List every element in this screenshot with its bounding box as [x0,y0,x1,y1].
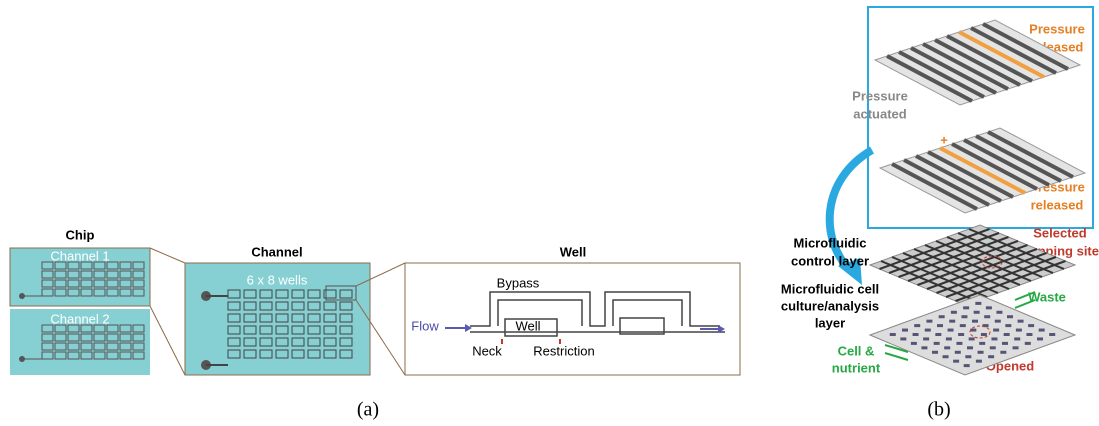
culture-well [986,306,992,309]
culture-well [963,306,969,309]
culture-well [953,360,959,363]
chip-title: Chip [66,227,95,242]
culture-well [943,355,949,358]
culture-well [925,329,931,332]
curved-arrow [830,150,872,270]
culture-well [937,324,943,327]
culture-well [958,333,964,336]
culture-well [979,342,985,345]
channel-title: Channel [251,244,302,259]
culture-well [956,342,962,345]
culture-well [961,315,967,318]
well-label: Flow [411,318,439,333]
culture-well [902,329,908,332]
culture-well [946,337,952,340]
input-arrow [885,353,908,360]
culture-well [939,315,945,318]
label: nutrient [832,360,881,375]
culture-plate [870,295,1075,375]
well-label: Neck [472,343,502,358]
chip-label: Channel 2 [50,311,109,326]
label: actuated [853,106,907,121]
culture-well [926,320,932,323]
well-label: Restriction [533,343,594,358]
culture-well [988,355,994,358]
label: Cell & [838,343,875,358]
culture-well [934,342,940,345]
culture-well [914,324,920,327]
figure: Chip Channel 1 Channel 2 Channel 6 x 8 w… [0,0,1099,426]
label: Microfluidic cell [781,281,879,296]
culture-well [911,342,917,345]
culture-well [1007,315,1013,318]
zoom-line [150,306,185,375]
culture-well [1005,324,1011,327]
culture-well [932,351,938,354]
culture-well [996,311,1002,314]
culture-well [995,320,1001,323]
culture-well [991,337,997,340]
culture-well [923,337,929,340]
culture-well [972,320,978,323]
culture-well [1016,329,1022,332]
label: Pressure [1029,21,1085,36]
culture-well [974,311,980,314]
culture-well [970,329,976,332]
culture-well [949,320,955,323]
culture-well [1028,324,1034,327]
culture-well [921,346,927,349]
label: culture/analysis [781,298,879,313]
channel-label: 6 x 8 wells [247,272,308,287]
label: control layer [791,253,869,268]
culture-well [955,351,961,354]
culture-well [951,311,957,314]
chip-label: Channel 1 [50,248,109,263]
zoom-line [150,248,185,263]
culture-well [1037,337,1043,340]
culture-well [965,355,971,358]
well-label: Well [515,318,540,333]
label: layer [815,315,845,330]
culture-well [993,329,999,332]
culture-well [978,351,984,354]
label: Pressure [852,88,908,103]
culture-well [976,360,982,363]
culture-well [1013,346,1019,349]
culture-well [1004,333,1010,336]
culture-well [900,337,906,340]
culture-well [1049,333,1055,336]
well-label: Bypass [497,275,540,290]
culture-well [944,346,950,349]
culture-well [948,329,954,332]
label: Microfluidic [794,235,867,250]
culture-well [935,333,941,336]
culture-well [1000,351,1006,354]
culture-well [1014,337,1020,340]
culture-well [1018,320,1024,323]
label: Selected [1033,225,1087,240]
culture-well [1025,342,1031,345]
culture-well [964,364,970,367]
culture-well [969,337,975,340]
caption: (b) [927,399,950,421]
culture-well [1039,329,1045,332]
culture-well [890,333,896,336]
culture-well [990,346,996,349]
caption: (a) [357,399,379,421]
culture-well [1026,333,1032,336]
culture-well [975,302,981,305]
culture-well [984,315,990,318]
culture-well [967,346,973,349]
culture-well [1002,342,1008,345]
well-title: Well [560,244,587,259]
culture-well [960,324,966,327]
culture-well [913,333,919,336]
label: released [1031,197,1084,212]
culture-well [981,333,987,336]
